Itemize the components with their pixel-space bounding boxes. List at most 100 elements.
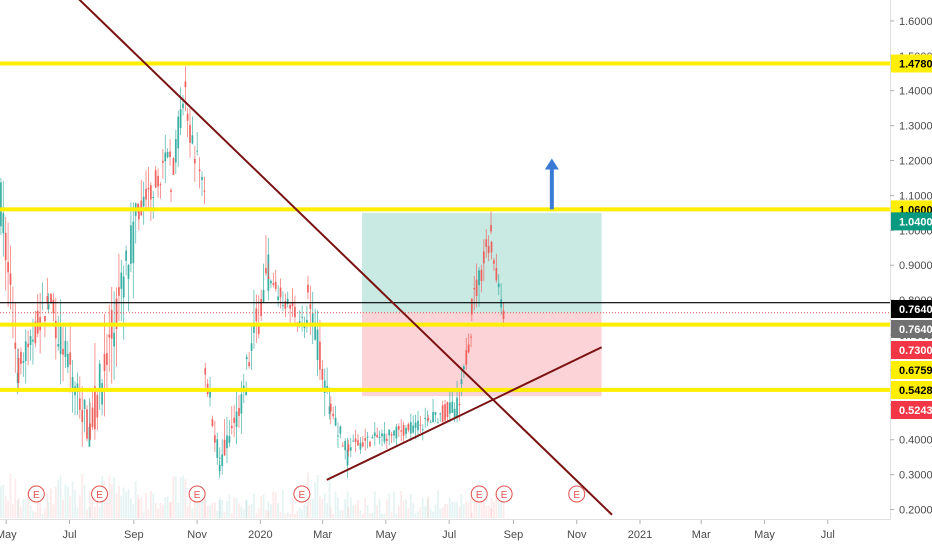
trendlines[interactable]	[58, 0, 613, 516]
volume-bar	[169, 502, 171, 518]
candle-body	[78, 398, 81, 410]
price-axis[interactable]: 0.20000.30000.40000.50000.60000.70000.80…	[890, 16, 932, 517]
price-badge: 1.4780	[891, 54, 932, 73]
candle-body	[378, 436, 381, 438]
volume-bar	[381, 513, 383, 518]
earnings-marker[interactable]: E	[470, 485, 488, 503]
candle-body	[272, 283, 275, 285]
candle-body	[32, 339, 34, 342]
volume-bar	[352, 505, 355, 518]
candle-body	[462, 366, 465, 370]
volume-bar	[149, 491, 152, 518]
volume-bar	[482, 502, 485, 518]
volume-bar	[321, 498, 324, 518]
candle-body	[147, 187, 150, 190]
volume-bar	[434, 504, 437, 518]
candle-body	[17, 358, 20, 383]
volume-bar	[417, 511, 419, 518]
earnings-marker[interactable]: E	[91, 485, 109, 503]
candle-body	[255, 308, 258, 322]
volume-bar	[41, 513, 44, 518]
candle-body	[233, 417, 236, 423]
candle-body	[282, 305, 284, 307]
candle-body	[453, 408, 456, 418]
volume-bar	[390, 511, 393, 518]
volume-bar	[282, 490, 284, 518]
y-tick-label: 0.9000	[899, 260, 932, 272]
earnings-circle-icon	[188, 485, 206, 503]
position-tool[interactable]	[362, 212, 602, 397]
volume-bar	[12, 504, 14, 518]
candle-body	[412, 425, 415, 433]
volume-bar	[203, 491, 206, 518]
time-axis[interactable]: May Jul Sep Nov 2020 Mar May Jul Sep Nov 2021 Mar Ma…	[0, 520, 835, 541]
arrow-annotation[interactable]	[544, 158, 559, 210]
earnings-circle-icon	[568, 485, 586, 503]
candle-body	[267, 276, 270, 279]
volume-bar	[502, 490, 505, 518]
price-badge-label: 0.7640	[899, 324, 932, 336]
volume-bar	[478, 504, 480, 518]
trendline-descending[interactable]	[58, 0, 613, 516]
volume-bar	[274, 492, 277, 518]
price-badge-label: 0.7300	[899, 345, 932, 357]
earnings-marker[interactable]: E	[188, 485, 206, 503]
candle-body	[54, 320, 57, 339]
candle-body	[419, 424, 422, 426]
x-tick-label: Jul	[821, 529, 835, 541]
candle-body	[57, 343, 60, 347]
volume-bar	[493, 502, 495, 518]
earnings-marker[interactable]: E	[27, 485, 45, 503]
x-tick-label: Mar	[692, 529, 711, 541]
volume-bar	[495, 492, 498, 518]
candles-layer	[0, 66, 505, 518]
candle-body	[316, 329, 319, 360]
volume-bar	[233, 497, 236, 518]
earnings-marker[interactable]: E	[568, 485, 586, 503]
candle-body	[309, 304, 312, 309]
volume-bar	[487, 504, 490, 518]
volume-bar	[22, 499, 25, 518]
y-tick-label: 0.2000	[899, 505, 932, 517]
earnings-label: E	[299, 490, 306, 501]
candle-body	[357, 440, 359, 446]
volume-bar	[32, 511, 34, 518]
volume-bar	[83, 485, 86, 518]
candle-body	[397, 426, 400, 430]
candle-body	[441, 405, 444, 423]
profit-zone[interactable]	[362, 212, 602, 313]
x-tick-label: 2020	[248, 529, 272, 541]
volume-bar	[59, 475, 62, 518]
volume-bar	[339, 510, 342, 518]
volume-bar	[98, 506, 101, 518]
candle-body	[98, 363, 101, 391]
loss-zone[interactable]	[362, 312, 602, 397]
trendline-ascending[interactable]	[326, 346, 603, 481]
volume-bar	[270, 504, 272, 518]
candle-body	[409, 422, 412, 434]
x-tick-label: Jul	[62, 529, 76, 541]
candle-body	[91, 407, 94, 428]
candle-body	[470, 336, 472, 338]
candle-body	[76, 383, 79, 392]
candle-body	[71, 376, 74, 390]
volume-bar	[52, 504, 55, 518]
candle-body	[502, 310, 505, 320]
y-tick-label: 1.4000	[899, 86, 932, 98]
earnings-marker[interactable]: E	[293, 485, 311, 503]
volume-bar	[316, 475, 319, 518]
volume-bar	[166, 496, 169, 518]
candle-body	[248, 362, 251, 367]
earnings-marker[interactable]: E	[495, 485, 513, 503]
horizontal-levels[interactable]	[0, 61, 890, 392]
volume-bar	[74, 490, 76, 518]
volume-bar	[279, 511, 282, 518]
volume-bar	[161, 504, 164, 518]
volume-bar	[337, 497, 339, 518]
candle-body	[388, 429, 391, 436]
earnings-label: E	[194, 490, 201, 501]
candle-body	[328, 406, 331, 414]
candle-body	[417, 420, 419, 431]
